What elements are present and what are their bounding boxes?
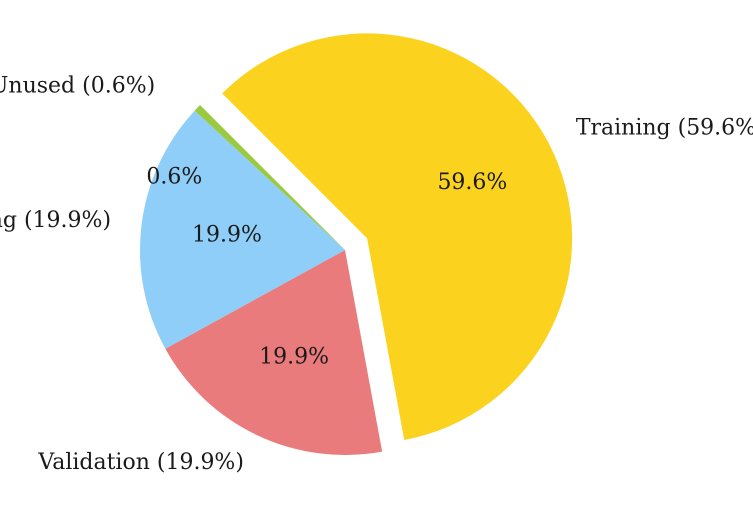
value-label-unused: 0.6% [146, 165, 202, 190]
category-label-testing: Testing (19.9%) [0, 208, 111, 233]
category-label-unused: Unused (0.6%) [0, 73, 155, 98]
pie-category-labels: Training (59.6%) Validation (19.9%) Testin… [0, 73, 753, 475]
value-label-training: 59.6% [437, 170, 507, 195]
category-label-validation: Validation (19.9%) [37, 450, 244, 475]
value-label-testing: 19.9% [192, 222, 262, 247]
slice-validation [165, 250, 383, 455]
slice-unused [194, 105, 345, 250]
slice-training [222, 33, 573, 440]
pie-value-labels: 59.6% 19.9% 19.9% 0.6% [146, 165, 507, 370]
value-label-validation: 19.9% [259, 344, 329, 369]
pie-slices [140, 33, 573, 455]
slice-testing [140, 110, 345, 349]
category-label-training: Training (59.6%) [576, 116, 753, 141]
